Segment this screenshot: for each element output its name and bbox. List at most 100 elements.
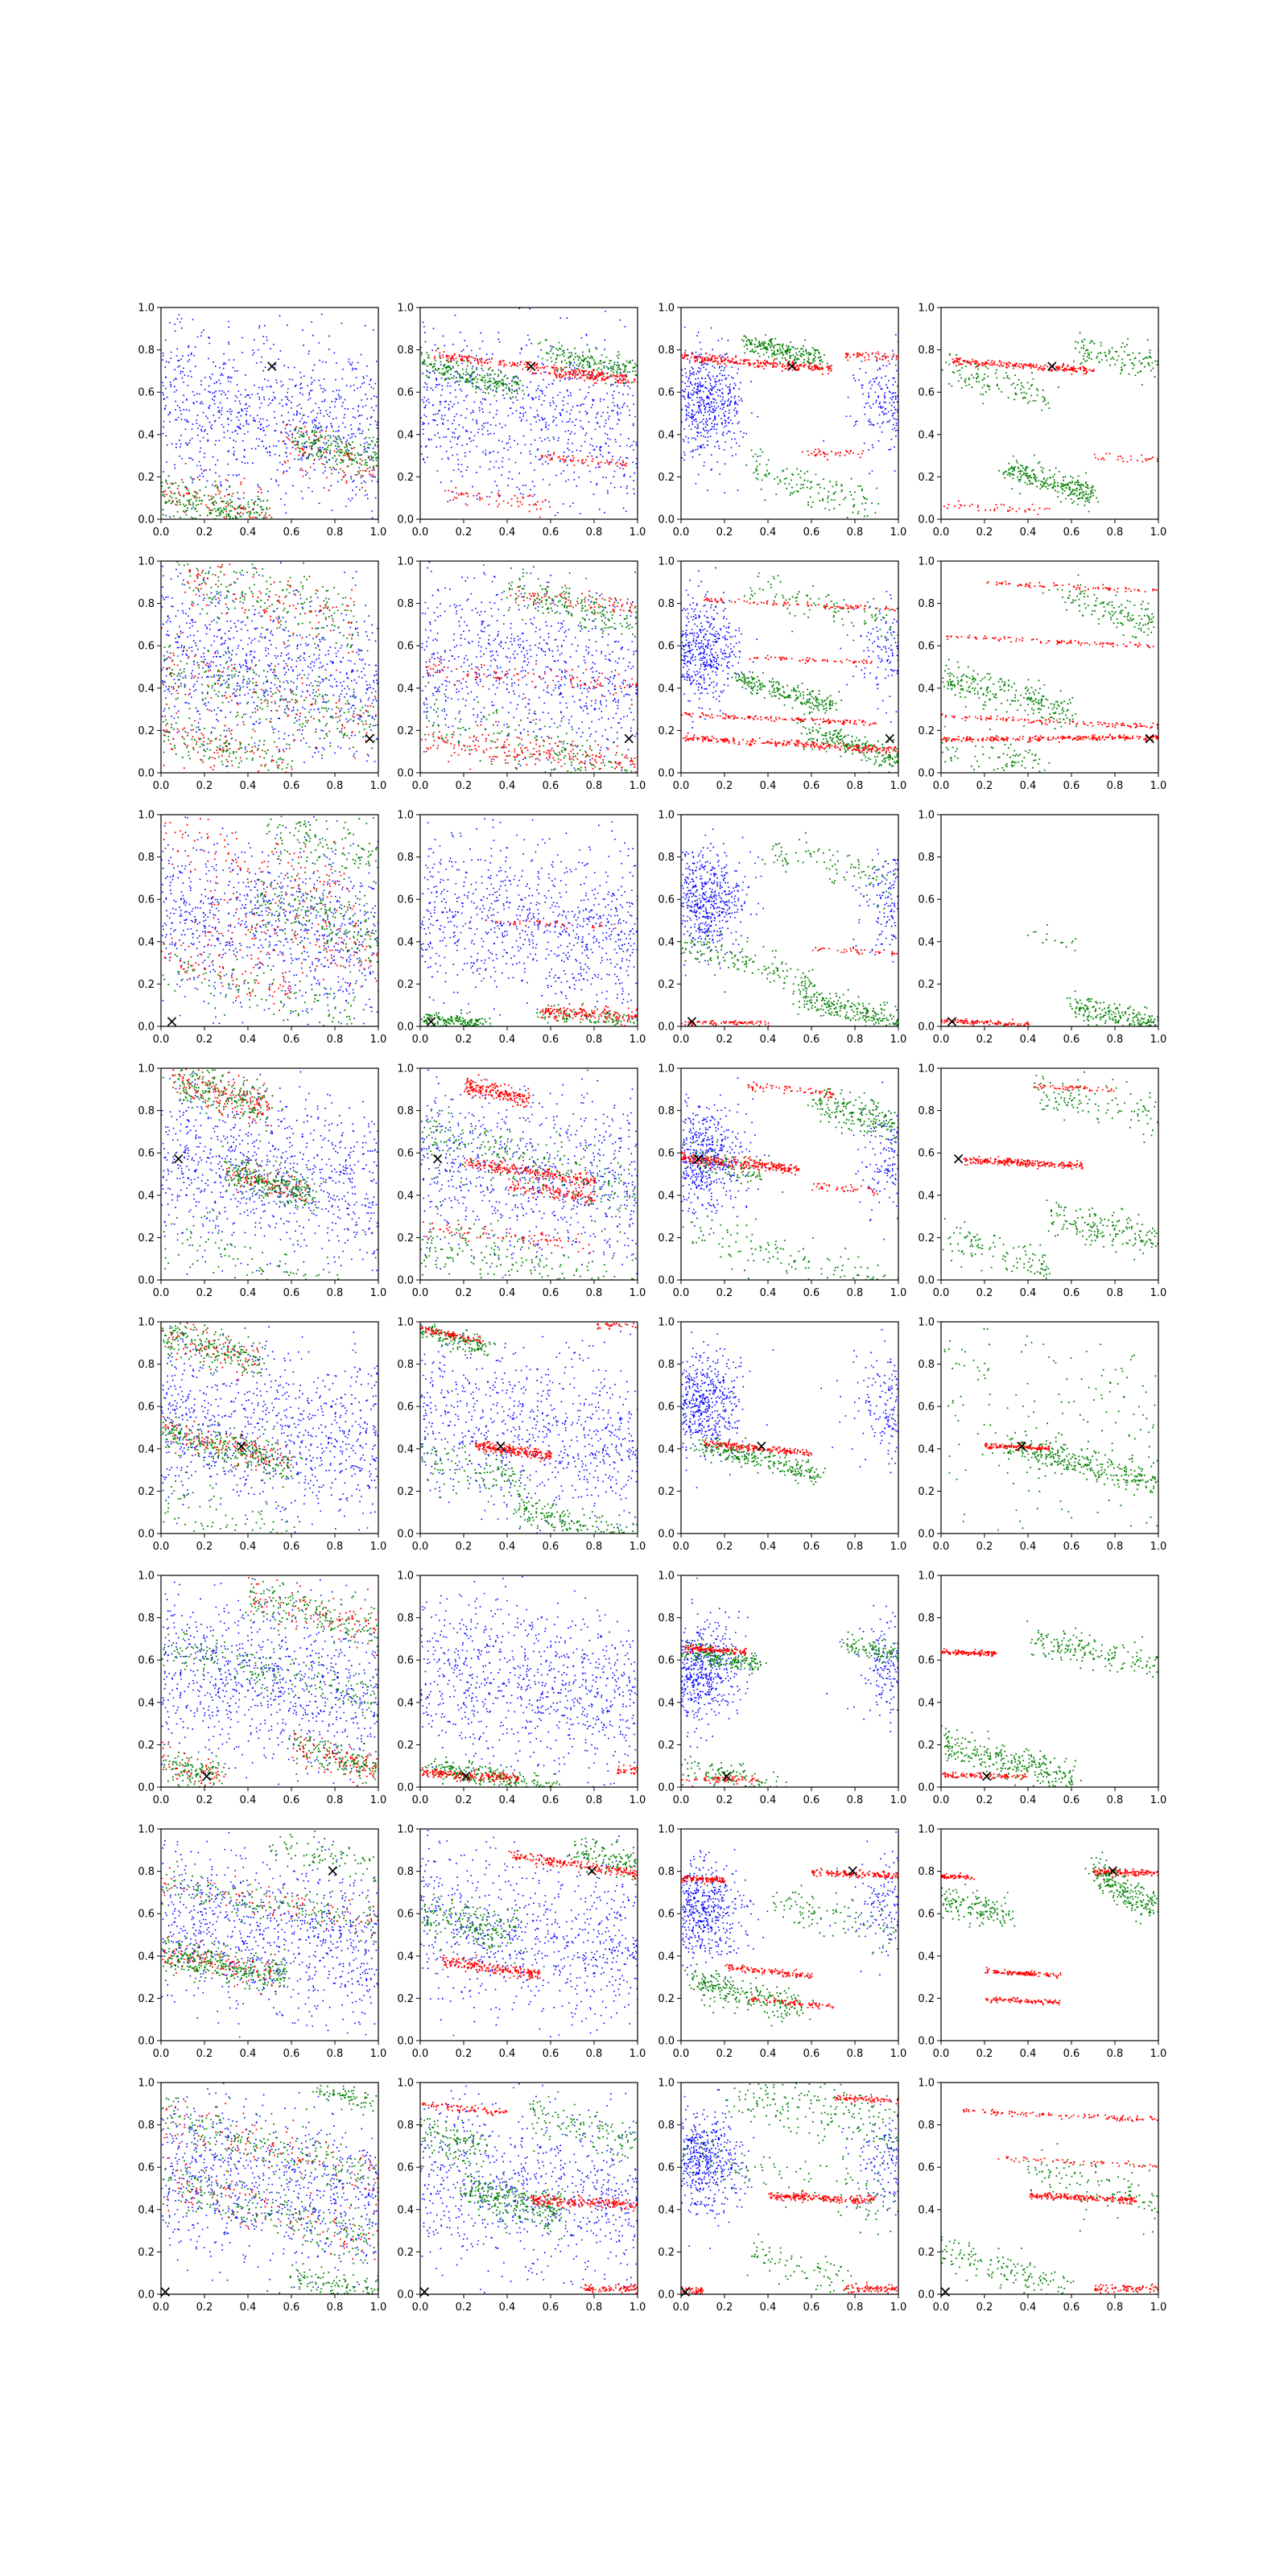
panel-points [161,1322,378,1534]
y-tick-label: 0.4 [918,1951,935,1963]
x-tick-label: 0.2 [196,2301,213,2314]
x-tick-label: 0.8 [1107,1034,1124,1046]
axes-frame [160,814,379,1027]
panel-points [941,1852,1158,2006]
blue-series-points [161,1579,378,1785]
green-band-1 [772,1885,898,1955]
y-tick-label: 0.0 [138,1275,155,1287]
red-streak-1 [161,627,378,759]
red-streak-1 [617,1764,638,1775]
y-tick-label: 0.0 [918,2289,935,2301]
x-marker: × [755,1436,769,1455]
red-streak-2 [801,448,864,460]
y-tick-label: 0.4 [918,936,935,948]
red-streak-0 [1029,2190,1137,2205]
green-band-0 [176,561,363,652]
x-tick-label: 0.8 [586,1287,603,1299]
y-tick-label: 0.4 [658,1443,675,1455]
x-tick-label: 0.8 [327,780,344,792]
x-marker: × [1015,1436,1029,1455]
red-streak-1 [485,919,617,930]
y-tick-label: 1.0 [397,1571,414,1583]
x-tick-label: 0.4 [240,1794,257,1806]
y-tick-label: 0.4 [397,1443,414,1455]
x-tick-label: 0.8 [586,1794,603,1806]
panel-points [681,828,898,1026]
x-tick-label: 0.8 [847,1541,864,1553]
y-tick-label: 0.6 [658,387,675,399]
panel-r7-c1: ×0.0 0.2 0.4 0.6 0.8 1.00.00.20.40.60.81.0 [397,2078,646,2314]
x-tick-label: 0.8 [327,1287,344,1299]
y-tick-label: 0.0 [397,2289,414,2301]
y-tick-label: 0.8 [138,2120,155,2132]
x-tick-label: 0.0 [412,1794,429,1806]
y-tick-label: 0.8 [658,1105,675,1117]
x-tick-label: 0.8 [327,2048,344,2060]
x-marker: × [945,1012,959,1031]
panel-points [941,1620,1158,1787]
x-tick-label: 0.0 [153,1541,170,1553]
x-marker: × [326,1861,340,1880]
red-streak-1 [421,2101,508,2116]
axes-frame [680,814,899,1027]
x-tick-label: 0.8 [1107,2301,1124,2314]
green-band-0 [1084,1852,1158,1925]
y-tick-label: 0.2 [138,979,155,991]
x-tick-label: 0.2 [716,1287,733,1299]
x-tick-label: 1.0 [630,1287,646,1299]
y-tick-label: 0.6 [918,1909,935,1921]
y-tick-label: 0.8 [397,345,414,357]
red-streak-0 [704,1439,813,1457]
panel-points [420,1069,638,1280]
red-streak-2 [811,1183,878,1196]
y-tick-label: 0.2 [918,1740,935,1752]
y-tick-label: 0.6 [397,2162,414,2174]
green-band-1 [1026,1620,1158,1678]
green-band-0 [422,1893,528,1964]
y-tick-label: 0.0 [397,1782,414,1794]
red-streak-1 [204,881,378,990]
red-streak-0 [952,357,1095,375]
x-tick-label: 0.0 [933,1034,950,1046]
panel-points [941,332,1158,515]
y-tick-label: 0.2 [397,1232,414,1245]
panel-points [420,1830,638,2037]
y-tick-label: 1.0 [658,1317,675,1329]
x-tick-label: 0.6 [803,780,820,792]
x-marker: × [846,1861,860,1880]
y-tick-label: 0.4 [138,1190,155,1202]
green-band-1 [682,2128,898,2235]
y-tick-label: 0.0 [397,1275,414,1287]
axes-frame [940,1575,1159,1788]
x-tick-label: 0.0 [412,1287,429,1299]
x-tick-label: 0.2 [716,1034,733,1046]
x-tick-label: 0.0 [933,780,950,792]
x-tick-label: 1.0 [890,1541,907,1553]
y-tick-label: 0.0 [138,514,155,526]
x-tick-label: 0.2 [196,526,213,539]
green-band-1 [942,1218,1051,1280]
blue-series-points [681,567,898,730]
y-tick-label: 0.2 [138,472,155,484]
red-streak-1 [943,500,1051,515]
red-streak-1 [420,1326,484,1344]
y-tick-label: 0.0 [658,1275,675,1287]
green-band-1 [424,682,597,771]
x-marker: × [980,1766,993,1785]
red-streak-3 [749,654,873,664]
x-marker: × [235,1436,249,1455]
y-tick-label: 0.2 [658,979,675,991]
y-tick-label: 0.0 [918,1529,935,1541]
panel-r3-c3: × 0.0 0.2 0.4 0.6 0.8 1.0 0.0 0.2 0.4 0.6 0.8 1.0 [918,1063,1166,1300]
x-tick-label: 0.8 [1107,1287,1124,1299]
panel-r2-c2: × 0.0 0.2 0.4 0.6 0.8 1.0 0.0 0.2 0.4 0.6 0.8 1.0 [658,810,906,1046]
y-tick-label: 0.6 [658,1402,675,1414]
axes-frame [419,1575,638,1788]
green-band-0 [1046,1199,1158,1261]
x-tick-label: 0.0 [412,1541,429,1553]
y-tick-label: 1.0 [397,810,414,822]
y-tick-label: 0.8 [658,598,675,610]
panel-points [681,1831,898,2027]
y-tick-label: 0.2 [138,1232,155,1245]
x-marker: × [459,1766,473,1785]
